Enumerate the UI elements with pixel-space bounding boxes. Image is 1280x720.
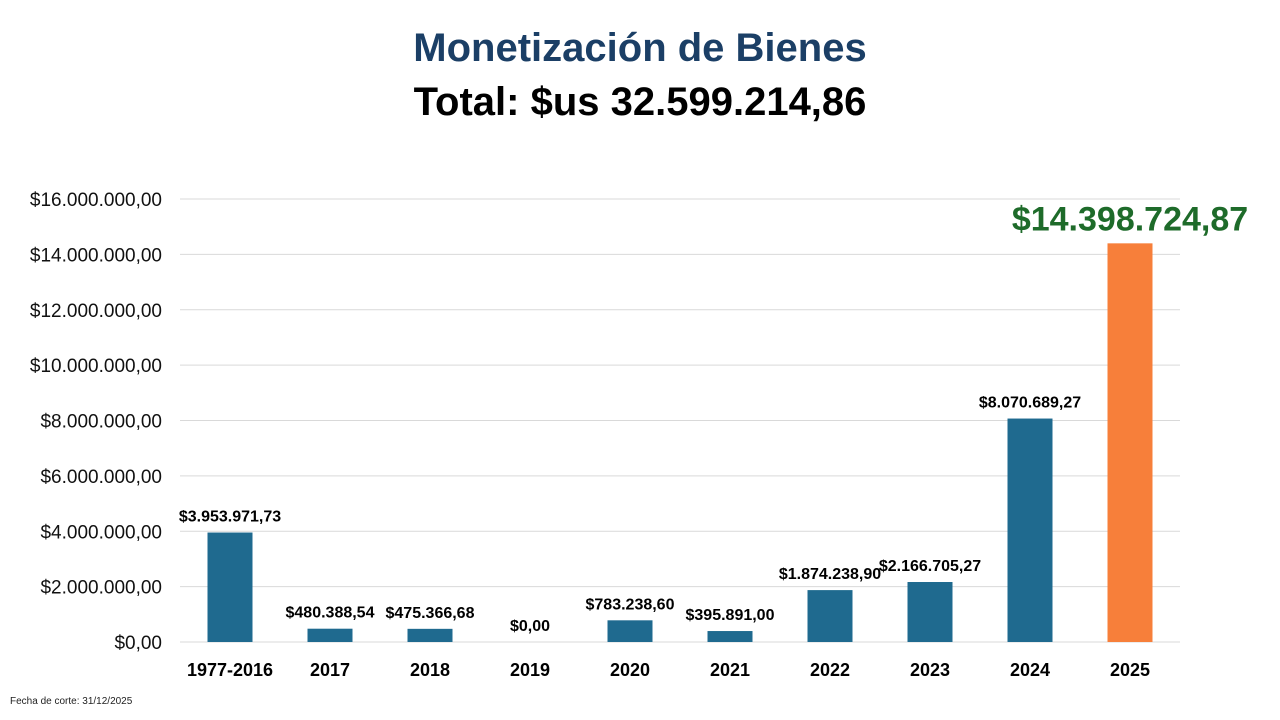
bar xyxy=(307,628,353,642)
data-label: $3.953.971,73 xyxy=(179,509,281,526)
y-tick-label: $16.000.000,00 xyxy=(30,190,162,211)
y-tick-label: $6.000.000,00 xyxy=(40,467,162,488)
data-label: $8.070.689,27 xyxy=(979,395,1081,412)
x-tick-label: 2018 xyxy=(410,660,450,680)
y-tick-label: $0,00 xyxy=(114,633,162,654)
bar xyxy=(607,620,653,642)
y-tick-label: $4.000.000,00 xyxy=(40,522,162,543)
data-label: $475.366,68 xyxy=(386,605,475,622)
bar xyxy=(1107,243,1153,642)
bar xyxy=(407,628,453,642)
chart-subtitle: Total: $us 32.599.214,86 xyxy=(413,80,867,124)
bar xyxy=(907,582,953,642)
x-tick-label: 2024 xyxy=(1010,660,1050,680)
data-label: $480.388,54 xyxy=(286,605,375,622)
bar xyxy=(1007,418,1053,642)
data-label: $395.891,00 xyxy=(686,607,775,624)
x-tick-label: 2020 xyxy=(610,660,650,680)
y-tick-label: $10.000.000,00 xyxy=(30,356,162,377)
footnote: Fecha de corte: 31/12/2025 xyxy=(10,696,133,707)
data-label: $0,00 xyxy=(510,618,550,635)
data-label: $2.166.705,27 xyxy=(879,558,981,575)
x-tick-label: 2025 xyxy=(1110,660,1150,680)
x-tick-label: 2019 xyxy=(510,660,550,680)
bar xyxy=(807,590,853,642)
y-tick-label: $14.000.000,00 xyxy=(30,245,162,266)
chart-title: Monetización de Bienes xyxy=(413,26,867,70)
data-label: $14.398.724,87 xyxy=(1012,200,1248,238)
bar xyxy=(207,532,253,642)
data-label: $783.238,60 xyxy=(586,596,675,613)
bar xyxy=(707,631,753,642)
x-tick-label: 2017 xyxy=(310,660,350,680)
x-tick-label: 2023 xyxy=(910,660,950,680)
x-tick-label: 2022 xyxy=(810,660,850,680)
x-tick-label: 1977-2016 xyxy=(187,660,273,680)
data-label: $1.874.238,90 xyxy=(779,566,881,583)
x-tick-label: 2021 xyxy=(710,660,750,680)
y-tick-label: $8.000.000,00 xyxy=(40,412,162,433)
y-tick-label: $2.000.000,00 xyxy=(40,578,162,599)
y-tick-label: $12.000.000,00 xyxy=(30,301,162,322)
